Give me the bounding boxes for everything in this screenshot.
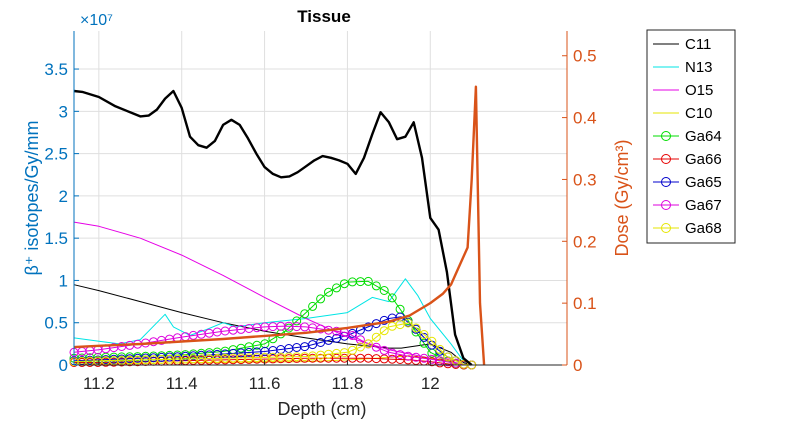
legend-label-ga64: Ga64 [685, 128, 722, 145]
y-right-tick-label: 0.1 [573, 294, 597, 313]
legend-label-ga68: Ga68 [685, 220, 722, 237]
legend-label-ga67: Ga67 [685, 197, 722, 214]
y-left-tick-label: 0.5 [44, 314, 68, 333]
x-tick-label: 11.8 [332, 374, 364, 393]
plot-background [74, 31, 567, 365]
y-right-tick-label: 0.4 [573, 109, 597, 128]
y-right-tick-label: 0.3 [573, 170, 597, 189]
legend-marker-ga66 [661, 154, 671, 164]
legend-label-c10: C10 [685, 105, 713, 122]
x-tick-label: 11.6 [249, 374, 281, 393]
series-marker-ga68 [339, 348, 349, 358]
series-marker-ga64 [324, 287, 333, 297]
x-tick-label: 11.4 [166, 374, 198, 393]
x-tick-label: 11.2 [83, 374, 115, 393]
series-marker-ga67 [371, 342, 381, 352]
legend-marker-ga68 [661, 223, 671, 233]
series-marker-ga68 [379, 326, 389, 336]
legend-label-o15: O15 [685, 82, 713, 99]
y-left-tick-label: 3 [59, 102, 68, 121]
series-marker-ga64 [379, 286, 389, 295]
y-left-tick-label: 2.5 [44, 145, 68, 164]
series-marker-ga65 [324, 335, 333, 345]
series-marker-ga65 [363, 322, 373, 332]
series-marker-ga68 [355, 342, 365, 352]
series-marker-ga64 [316, 294, 326, 304]
y-left-tick-label: 0 [59, 356, 68, 375]
series-marker-ga68 [427, 336, 437, 346]
series-marker-ga67 [355, 335, 365, 345]
legend-marker-ga64 [661, 131, 671, 141]
series-marker-ga68 [443, 352, 453, 362]
y-axis-left-label: β⁺ isotopes/Gy/mm [22, 121, 42, 276]
legend-marker-ga67 [661, 200, 671, 210]
series-marker-ga68 [411, 323, 421, 333]
axes: 11.2 11.4 11.6 11.8 12 0 0.5 1 1.5 2 2.5 3 3.5 0 0.1 0.… [44, 31, 597, 393]
y-right-tick-label: 0 [573, 356, 582, 375]
series-layer [69, 85, 486, 370]
series-marker-ga64 [300, 309, 310, 319]
y-left-tick-label: 3.5 [44, 60, 68, 79]
legend: C11 N13 O15 C10 Ga64 Ga66 Ga65 Ga67 Ga68 [646, 29, 736, 244]
series-line-dose [73, 85, 486, 366]
series-marker-ga64 [332, 283, 341, 293]
series-marker-ga68 [371, 332, 381, 342]
series-line-c11-bold- [73, 89, 473, 366]
legend-label-c11: C11 [685, 36, 711, 53]
x-axis-label: Depth (cm) [277, 399, 366, 419]
series-marker-ga65 [308, 340, 318, 350]
y-axis-left-exponent: ×10⁷ [80, 12, 113, 29]
series-marker-ga64 [292, 316, 302, 326]
series-marker-ga68 [363, 339, 373, 349]
series-marker-ga68 [419, 330, 429, 339]
x-tick-label: 12 [421, 374, 440, 393]
y-axis-right-label: Dose (Gy/cm³) [612, 140, 632, 257]
series-marker-ga65 [379, 315, 389, 325]
series-marker-ga68 [403, 318, 413, 328]
y-right-tick-label: 0.5 [573, 47, 597, 66]
series-marker-ga68 [435, 344, 445, 354]
series-marker-ga64 [308, 301, 318, 311]
y-left-tick-label: 2 [59, 187, 68, 206]
legend-label-ga66: Ga66 [685, 151, 722, 168]
series-marker-ga64 [371, 281, 381, 291]
y-right-tick-label: 0.2 [573, 232, 597, 251]
series-marker-ga64 [387, 293, 397, 303]
series-marker-ga68 [347, 345, 357, 355]
legend-label-ga65: Ga65 [685, 174, 722, 191]
series-marker-ga67 [379, 345, 389, 355]
series-marker-ga64 [363, 276, 373, 286]
series-line-ga68 [73, 322, 472, 366]
series-line-ga65 [73, 316, 472, 366]
series-marker-ga67 [347, 331, 357, 340]
chart-title: Tissue [297, 7, 351, 26]
legend-label-n13: N13 [685, 59, 713, 76]
y-left-tick-label: 1.5 [44, 229, 68, 248]
y-left-tick-label: 1 [59, 271, 68, 290]
legend-marker-ga65 [661, 177, 671, 187]
